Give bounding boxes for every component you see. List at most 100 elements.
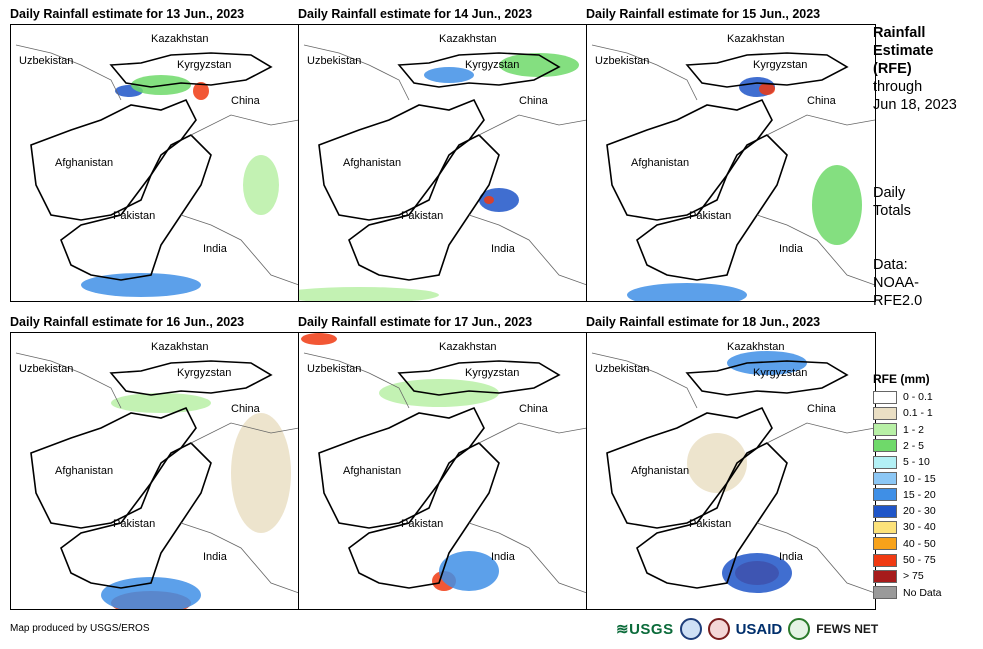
country-label-kyrgyzstan: Kyrgyzstan (465, 367, 520, 379)
rainfall-area (111, 393, 211, 413)
country-label-pakistan: Pakistan (689, 518, 732, 530)
panel-title: Daily Rainfall estimate for 17 Jun., 202… (298, 315, 533, 329)
side-data-label: Data: (873, 257, 908, 273)
china-border (766, 422, 875, 444)
rainfall-map: Kazakhstan Uzbekistan Kyrgyzstan China Afgha… (586, 24, 876, 302)
china-border (478, 114, 587, 136)
panel-title: Daily Rainfall estimate for 14 Jun., 202… (298, 7, 533, 21)
uzbekistan-border (303, 352, 410, 409)
pakistan-border (636, 442, 788, 589)
side-title: Rainfall Estimate (RFE) through Jun 18, … (873, 24, 957, 114)
rainfall-area (299, 287, 439, 301)
pakistan-border (348, 134, 500, 281)
side-daily-totals: Daily Totals (873, 184, 911, 220)
kyrgyzstan-border (685, 360, 849, 396)
rainfall-area (101, 577, 201, 609)
country-label-afghanistan: Afghanistan (631, 157, 690, 169)
country-label-pakistan: Pakistan (113, 518, 156, 530)
rainfall-map: Kazakhstan Uzbekistan Kyrgyzstan China Afgha… (10, 332, 300, 610)
side-data-source: Data: NOAA- RFE2.0 (873, 256, 922, 310)
legend-item: 0 - 0.1 (873, 389, 933, 405)
legend-label: 50 - 75 (903, 554, 936, 566)
side-data-source1: NOAA- (873, 275, 919, 291)
map-graphic (301, 333, 587, 594)
legend-item: 30 - 40 (873, 519, 936, 535)
legend-item: 50 - 75 (873, 552, 936, 568)
side-totals: Totals (873, 203, 911, 219)
legend-swatch (873, 455, 897, 469)
uzbekistan-border (591, 352, 698, 409)
country-label-kyrgyzstan: Kyrgyzstan (177, 59, 232, 71)
rainfall-area (722, 553, 792, 593)
legend-label: 5 - 10 (903, 456, 930, 469)
country-label-india: India (491, 243, 515, 255)
legend-swatch (873, 472, 897, 485)
china-border (766, 114, 875, 136)
legend-item: 40 - 50 (873, 536, 936, 552)
kyrgyzstan-border (109, 52, 273, 88)
country-label-kazakhstan: Kazakhstan (727, 33, 785, 45)
rainfall-map-panel: Daily Rainfall estimate for 18 Jun., 202… (586, 315, 876, 615)
afghanistan-border (606, 406, 773, 529)
rainfall-area (687, 433, 747, 493)
legend-label: 40 - 50 (903, 537, 936, 550)
country-label-india: India (203, 243, 227, 255)
country-label-uzbekistan: Uzbekistan (19, 55, 74, 67)
legend-label: 0 - 0.1 (903, 391, 933, 403)
pakistan-border (348, 442, 500, 589)
uzbekistan-border (15, 44, 122, 101)
country-label-kyrgyzstan: Kyrgyzstan (465, 59, 520, 71)
country-label-china: China (519, 403, 548, 415)
rainfall-map: Kazakhstan Uzbekistan Kyrgyzstan China Afgha… (10, 24, 300, 302)
legend-swatch (873, 537, 897, 551)
afghanistan-border (606, 98, 773, 221)
legend-label: 0.1 - 1 (903, 407, 933, 420)
afghanistan-border (30, 406, 197, 529)
legend-item: 2 - 5 (873, 438, 924, 454)
country-label-uzbekistan: Uzbekistan (595, 363, 650, 375)
country-label-china: China (807, 95, 836, 107)
country-label-pakistan: Pakistan (401, 210, 444, 222)
afghanistan-border (30, 98, 197, 221)
afghanistan-border (318, 98, 485, 221)
rainfall-area (379, 379, 499, 407)
map-graphic (15, 44, 299, 297)
legend-item: 20 - 30 (873, 503, 936, 519)
kyrgyzstan-border (685, 52, 849, 88)
country-label-kazakhstan: Kazakhstan (439, 341, 497, 353)
rainfall-map-panel: Daily Rainfall estimate for 17 Jun., 202… (298, 315, 588, 615)
rainfall-area (243, 155, 279, 215)
legend-swatch (873, 488, 897, 502)
country-label-kyrgyzstan: Kyrgyzstan (177, 367, 232, 379)
country-label-afghanistan: Afghanistan (343, 465, 402, 477)
legend-swatch (873, 406, 897, 420)
rainfall-area (479, 188, 519, 212)
country-label-uzbekistan: Uzbekistan (19, 363, 74, 375)
country-label-kazakhstan: Kazakhstan (151, 341, 209, 353)
legend-item: 10 - 15 (873, 471, 936, 487)
uzbekistan-border (303, 44, 410, 101)
country-label-china: China (231, 403, 260, 415)
fews-net-logo: FEWS NET (816, 622, 879, 636)
panel-title: Daily Rainfall estimate for 15 Jun., 202… (586, 7, 821, 21)
country-label-afghanistan: Afghanistan (55, 465, 114, 477)
country-label-india: India (491, 551, 515, 563)
map-graphic (591, 44, 875, 301)
map-graphic (299, 44, 587, 301)
fews-globe-icon (788, 618, 811, 640)
country-label-india: India (203, 551, 227, 563)
country-label-pakistan: Pakistan (113, 210, 156, 222)
country-label-afghanistan: Afghanistan (55, 157, 114, 169)
rainfall-area (301, 333, 337, 345)
pakistan-border (636, 134, 788, 281)
rainfall-area (499, 53, 579, 77)
side-through: through (873, 79, 923, 95)
legend-title: RFE (mm) (873, 372, 930, 386)
rainfall-map: Kazakhstan Uzbekistan Kyrgyzstan China Afgha… (298, 24, 588, 302)
rainfall-area (727, 351, 807, 375)
side-date: Jun 18, 2023 (873, 97, 957, 113)
map-graphic (591, 351, 875, 594)
country-label-kazakhstan: Kazakhstan (439, 33, 497, 45)
panel-title: Daily Rainfall estimate for 13 Jun., 202… (10, 7, 245, 21)
rainfall-area (812, 165, 862, 245)
